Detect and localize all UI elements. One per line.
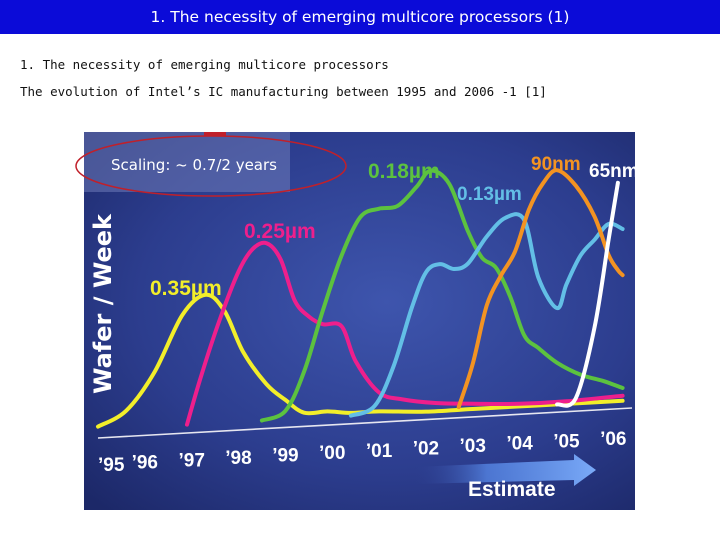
y-axis-label: Wafer / Week: [89, 213, 117, 394]
x-tick-label-9: ’04: [506, 434, 533, 455]
series-label-layer: 0.35µm 0.25µm 0.18µm 0.13µm 90nm 65nm: [150, 154, 639, 300]
x-tick-label-7: ’02: [413, 439, 439, 460]
x-tick-layer: ’95 ’96 ’97 ’98 ’99 ’00 ’01 ’02 ’03 ’04 ’05 ’06: [98, 429, 627, 476]
series-line-0: [96, 292, 625, 429]
x-tick-label-11: ’06: [600, 429, 626, 450]
x-tick-label-4: ’99: [272, 446, 298, 467]
chart-svg: Estimate Wafer / Week 0.35µm 0.25µm 0.18µm…: [84, 132, 639, 510]
baseline: [97, 407, 633, 439]
x-tick-label-5: ’00: [319, 443, 345, 464]
subtitle-1: 1. The necessity of emerging multicore p…: [20, 57, 389, 72]
series-label-2: 0.18µm: [368, 160, 440, 183]
series-line-1: [185, 240, 625, 427]
series-line-3: [348, 212, 625, 418]
x-tick-label-2: ’97: [178, 450, 204, 471]
estimate-arrow: [414, 454, 596, 486]
annotation-marker: [204, 132, 226, 136]
x-tick-label-0: ’95: [98, 455, 125, 476]
series-line-4: [456, 168, 625, 410]
series-label-1: 0.25µm: [244, 220, 316, 243]
series-line-2: [259, 168, 625, 423]
estimate-label: Estimate: [468, 478, 556, 501]
series-layer: [96, 168, 625, 429]
x-tick-label-3: ’98: [225, 448, 251, 469]
chart: Estimate Wafer / Week 0.35µm 0.25µm 0.18µm…: [84, 132, 639, 510]
series-line-5: [555, 180, 620, 408]
series-label-5: 65nm: [589, 161, 635, 182]
x-tick-label-6: ’01: [366, 441, 393, 462]
x-tick-label-1: ’96: [132, 453, 158, 474]
series-label-0: 0.35µm: [150, 277, 222, 300]
x-tick-label-8: ’03: [459, 436, 485, 457]
x-tick-label-10: ’05: [553, 431, 580, 452]
scaling-annotation: Scaling: ~ 0.7/2 years: [111, 156, 277, 174]
series-label-4: 90nm: [531, 154, 581, 175]
subtitle-2: The evolution of Intel’s IC manufacturin…: [20, 84, 547, 99]
slide-title: 1. The necessity of emerging multicore p…: [0, 0, 720, 34]
series-label-3: 0.13µm: [457, 184, 522, 205]
